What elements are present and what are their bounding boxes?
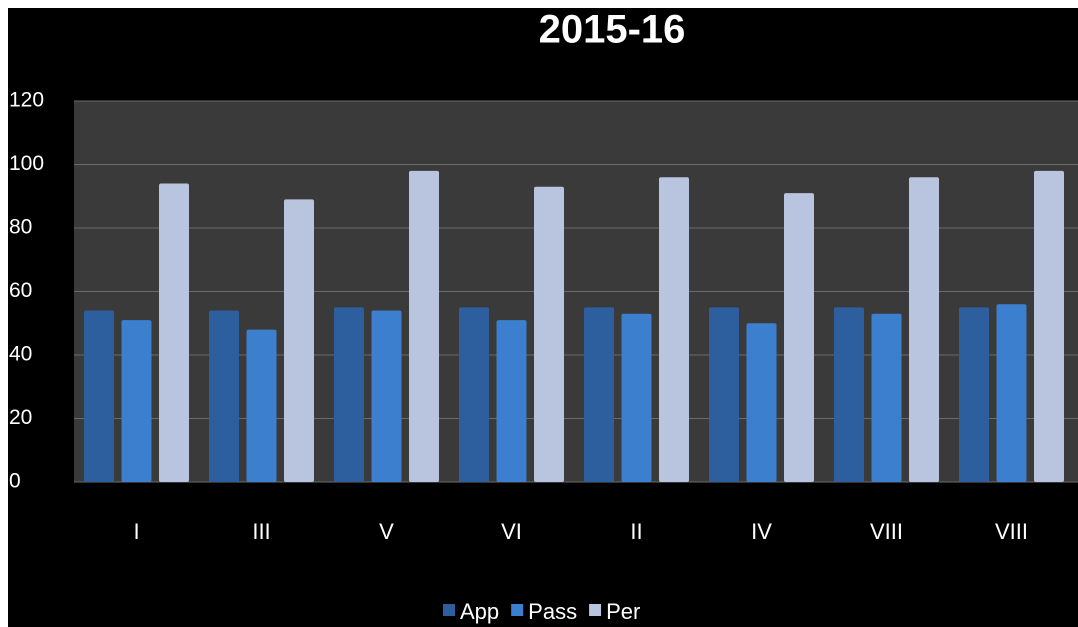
- legend-swatch: [443, 604, 455, 616]
- bar: [709, 307, 739, 482]
- bar: [284, 199, 314, 483]
- bar: [371, 310, 402, 482]
- bar: [334, 307, 364, 482]
- x-tick-label: V: [379, 519, 394, 544]
- bar: [584, 307, 614, 482]
- bar: [959, 307, 989, 482]
- bar: [209, 310, 239, 482]
- bar: [746, 323, 777, 482]
- y-tick-label: 0: [9, 470, 21, 493]
- bar: [996, 304, 1027, 482]
- x-tick-label: VIII: [995, 519, 1028, 544]
- y-tick-label: 40: [9, 343, 32, 366]
- legend-swatch: [589, 604, 602, 616]
- x-tick-label: II: [630, 519, 642, 544]
- y-tick-label: 60: [9, 279, 32, 302]
- bar: [121, 320, 152, 482]
- bar: [1034, 170, 1064, 482]
- bar: [459, 307, 489, 482]
- y-tick-label: 80: [9, 216, 32, 239]
- y-tick-label: 100: [9, 152, 44, 175]
- bar: [834, 307, 864, 482]
- x-tick-label: VI: [501, 519, 522, 544]
- bar: [159, 183, 189, 483]
- y-tick-label: 20: [9, 406, 32, 429]
- bar: [409, 170, 439, 482]
- chart-title: 2015-16: [539, 8, 686, 52]
- legend-label: Per: [606, 599, 640, 624]
- x-tick-label: III: [252, 519, 270, 544]
- bar: [871, 313, 902, 482]
- bar: [909, 177, 939, 482]
- bar: [784, 193, 814, 482]
- bar: [621, 313, 652, 482]
- bar: [84, 310, 114, 482]
- x-tick-label: I: [133, 519, 139, 544]
- x-tick-label: IV: [751, 519, 772, 544]
- y-tick-label: 120: [9, 89, 44, 112]
- x-tick-label: VIII: [870, 519, 903, 544]
- bar: [659, 177, 689, 482]
- bar: [534, 186, 564, 482]
- legend-swatch: [511, 604, 524, 616]
- bar: [246, 329, 277, 482]
- legend-label: Pass: [528, 599, 577, 624]
- legend-label: App: [460, 599, 499, 624]
- bar: [496, 320, 527, 482]
